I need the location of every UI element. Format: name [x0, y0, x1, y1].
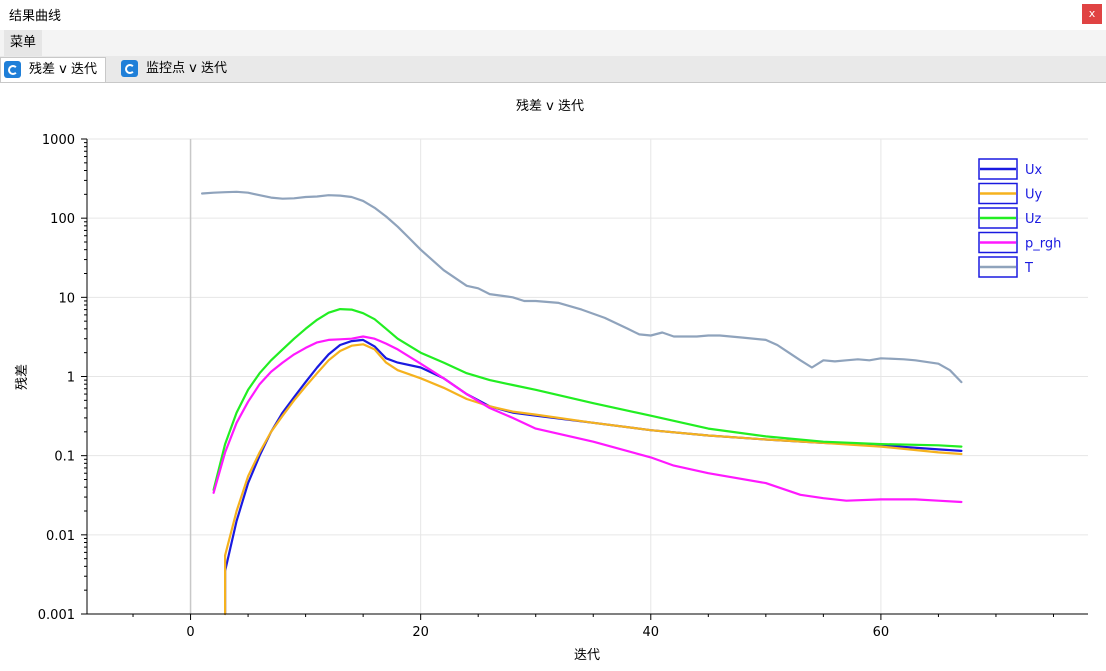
tab-monitor-points-label: 监控点 v 迭代 — [146, 61, 227, 76]
series-line-Uy — [224, 343, 963, 616]
x-tick-labels: 0 20 40 60 — [186, 625, 889, 640]
chart-legend: Ux Uy Uz p_rgh T — [978, 158, 1061, 278]
legend-label: Uy — [1025, 188, 1043, 203]
y-tick-labels: 1000 100 10 1 0.1 0.01 0.001 — [38, 133, 75, 623]
series-lines — [201, 190, 963, 616]
y-tick-label: 10 — [58, 291, 75, 306]
y-tick-label: 0.001 — [38, 608, 75, 623]
x-tick-label: 20 — [412, 625, 429, 640]
series-line-Ux — [224, 338, 963, 616]
legend-label: Ux — [1025, 163, 1043, 178]
axes — [81, 138, 1088, 620]
menu-item-main[interactable]: 菜单 — [4, 30, 43, 56]
chart-title: 残差 v 迭代 — [516, 99, 584, 114]
y-tick-label: 0.01 — [46, 529, 75, 544]
y-tick-label: 1 — [67, 371, 75, 386]
series-line-T — [201, 190, 963, 384]
chart-tab-icon — [4, 61, 21, 78]
tab-residuals-label: 残差 v 迭代 — [29, 62, 97, 77]
chart-tab-icon — [121, 60, 138, 77]
tab-residuals[interactable]: 残差 v 迭代 — [0, 57, 106, 82]
window-titlebar: 结果曲线 x — [0, 0, 1106, 28]
legend-label: Uz — [1025, 212, 1042, 227]
x-tick-label: 0 — [186, 625, 194, 640]
tab-monitor-points[interactable]: 监控点 v 迭代 — [118, 57, 235, 81]
series-line-Uz — [212, 308, 963, 491]
grid-lines — [87, 138, 1088, 615]
y-tick-label: 100 — [50, 212, 75, 227]
close-button[interactable]: x — [1082, 4, 1102, 24]
y-tick-label: 1000 — [42, 133, 75, 148]
y-tick-label: 0.1 — [54, 450, 75, 465]
menu-bar: 菜单 — [0, 30, 1106, 56]
x-tick-label: 40 — [643, 625, 660, 640]
legend-label: p_rgh — [1025, 237, 1061, 252]
x-tick-label: 60 — [873, 625, 890, 640]
y-axis-label: 残差 — [15, 364, 30, 390]
residual-chart: 残差 v 迭代 1000 100 10 1 0.1 0.01 0.001 0 20 40 60 迭… — [15, 99, 1088, 663]
legend-label: T — [1024, 261, 1033, 276]
x-axis-label: 迭代 — [574, 648, 600, 663]
tab-bar: 残差 v 迭代 监控点 v 迭代 — [0, 56, 1106, 83]
series-line-p_rgh — [212, 335, 963, 504]
window-title: 结果曲线 — [9, 9, 62, 24]
